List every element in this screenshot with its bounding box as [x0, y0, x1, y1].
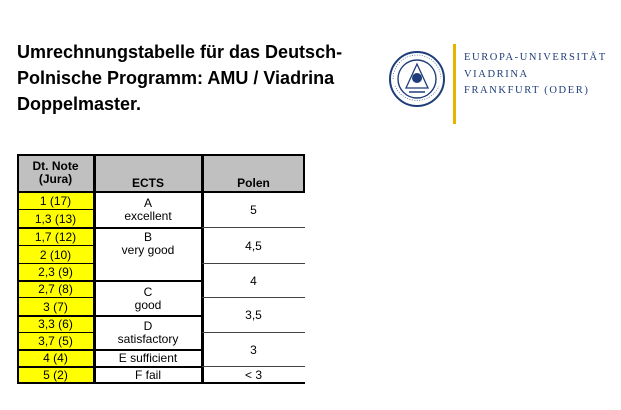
- note-cell: 2,3 (9): [17, 264, 94, 281]
- row-divider: [202, 263, 305, 264]
- row-divider: [202, 297, 305, 298]
- ects-cell: A excellent: [94, 192, 202, 228]
- column-divider: [201, 154, 204, 384]
- page-title: Umrechnungstabelle für das Deutsch- Poln…: [17, 39, 362, 117]
- row-divider: [17, 366, 94, 368]
- ects-label: good: [134, 297, 162, 312]
- logo-divider: [453, 44, 456, 124]
- ects-label: excellent: [124, 209, 172, 223]
- row-divider: [94, 227, 202, 229]
- note-cell: 5 (2): [17, 367, 94, 384]
- row-divider: [17, 245, 94, 246]
- ects-label: satisfactory: [117, 332, 179, 346]
- table-border: [17, 382, 305, 384]
- row-divider: [17, 209, 94, 210]
- row-divider: [17, 263, 94, 264]
- polen-cell: 5: [250, 202, 257, 217]
- table-border: [303, 154, 305, 192]
- title-line-1: Umrechnungstabelle für das Deutsch-: [17, 42, 343, 62]
- university-logo: EUROPA-UNIVERSITÄT VIADRINA FRANKFURT (O…: [385, 38, 611, 124]
- ects-grade: A: [143, 196, 152, 210]
- logo-text-line-3: FRANKFURT (ODER): [464, 85, 590, 96]
- title-line-3: Doppelmaster.: [17, 94, 142, 114]
- header-polen: Polen: [202, 154, 305, 192]
- column-divider: [93, 154, 96, 384]
- polen-cell: 4: [250, 273, 257, 288]
- row-divider: [202, 227, 305, 228]
- row-divider: [17, 297, 94, 298]
- ects-grade: D: [143, 319, 153, 333]
- row-divider: [202, 366, 305, 367]
- note-cell: 2 (10): [17, 246, 94, 264]
- university-seal-icon: [389, 51, 445, 107]
- row-divider: [202, 332, 305, 333]
- table-border: [17, 154, 19, 384]
- note-cell: 3 (7): [17, 298, 94, 316]
- logo-text-line-1: EUROPA-UNIVERSITÄT: [464, 52, 607, 63]
- row-divider: [17, 349, 94, 351]
- ects-cell: F fail: [134, 368, 161, 382]
- note-cell: 1 (17): [17, 192, 94, 210]
- header-note: Dt. Note (Jura): [17, 154, 94, 192]
- note-cell: 1,3 (13): [17, 210, 94, 228]
- polen-cell: 4,5: [245, 238, 262, 253]
- header-note-line-1: Dt. Note: [32, 159, 79, 173]
- header-note-line-2: (Jura): [38, 172, 73, 186]
- ects-cell: C good: [94, 281, 202, 316]
- ects-grade: B: [143, 230, 152, 244]
- logo-text-line-2: VIADRINA: [464, 69, 529, 80]
- note-cell: 4 (4): [17, 350, 94, 367]
- note-cell: 1,7 (12): [17, 228, 94, 246]
- polen-cell: < 3: [244, 368, 262, 382]
- table-border: [17, 154, 305, 156]
- conversion-table: Dt. Note (Jura) ECTS Polen 1 (17) 1,3 (1…: [17, 154, 305, 384]
- row-divider: [94, 315, 202, 317]
- row-divider: [17, 315, 94, 317]
- row-divider: [17, 227, 94, 229]
- row-divider: [94, 349, 202, 351]
- polen-cell: 3: [250, 342, 257, 357]
- ects-label: very good: [121, 243, 175, 257]
- note-cell: 3,7 (5): [17, 333, 94, 350]
- ects-grade: C: [143, 284, 153, 299]
- header-ects: ECTS: [94, 154, 202, 192]
- polen-cell: 3,5: [245, 308, 262, 322]
- row-divider: [94, 280, 202, 282]
- ects-cell: B very good: [94, 228, 202, 281]
- ects-cell: D satisfactory: [94, 316, 202, 350]
- ects-cell: E sufficient: [118, 351, 178, 365]
- note-cell: 2,7 (8): [17, 281, 94, 298]
- row-divider: [17, 280, 94, 282]
- header-divider: [17, 191, 305, 193]
- row-divider: [94, 366, 202, 368]
- title-line-2: Polnische Programm: AMU / Viadrina: [17, 68, 335, 88]
- note-cell: 3,3 (6): [17, 316, 94, 333]
- row-divider: [17, 332, 94, 333]
